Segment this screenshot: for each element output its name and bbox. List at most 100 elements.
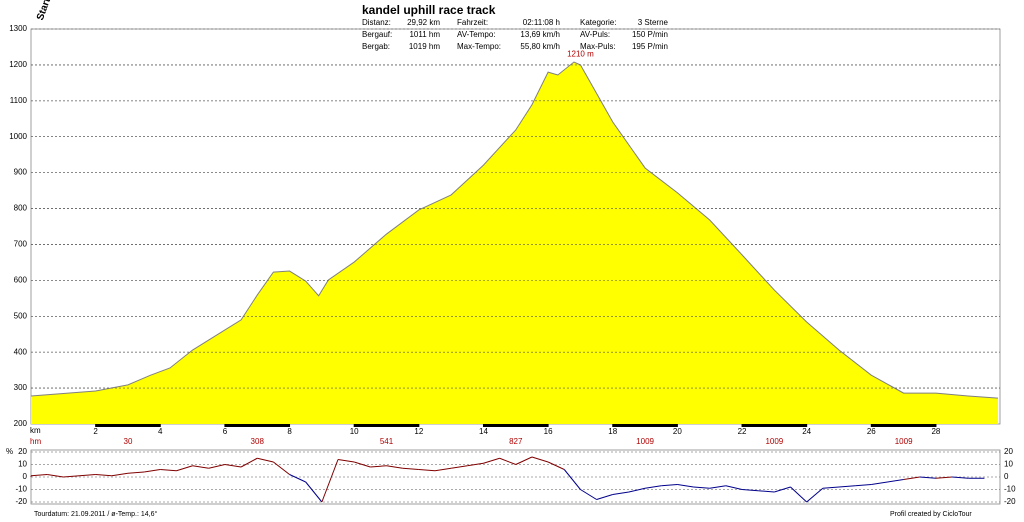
x-tick-label: 22	[738, 427, 747, 436]
gradient-segment	[273, 461, 290, 475]
y-tick-label: 500	[14, 311, 28, 320]
x-tick-label: 20	[673, 427, 682, 436]
gradient-segment	[515, 456, 533, 465]
gradient-tick-left: 20	[18, 447, 27, 456]
gradient-segment	[838, 485, 856, 488]
gradient-segment	[919, 476, 936, 479]
gradient-segment	[305, 481, 323, 503]
gradient-tick-left: -20	[15, 497, 27, 506]
gradient-segment	[596, 494, 613, 500]
gradient-tick-left: 10	[18, 460, 27, 469]
gradient-segment	[95, 474, 112, 477]
x-tick-label: 16	[544, 427, 553, 436]
gradient-segment	[563, 469, 581, 490]
gradient-segment	[758, 490, 775, 493]
gradient-tick-right: -20	[1004, 497, 1016, 506]
gradient-segment	[677, 484, 694, 488]
gradient-segment	[741, 489, 759, 492]
gradient-segment	[855, 484, 872, 487]
y-tick-label: 300	[14, 383, 28, 392]
y-tick-label: 900	[14, 168, 28, 177]
km-bar	[871, 424, 936, 427]
y-tick-label: 200	[14, 419, 28, 428]
gradient-segment	[418, 469, 436, 472]
gradient-segment	[547, 461, 565, 470]
gradient-segment	[531, 456, 549, 463]
gradient-tick-right: 0	[1004, 472, 1009, 481]
y-tick-label: 1000	[9, 132, 27, 141]
chart-title: kandel uphill race track	[362, 3, 496, 17]
hm-value: 30	[124, 437, 133, 446]
gradient-segment	[903, 476, 920, 480]
stat-cell: 1011 hm	[409, 30, 440, 39]
y-tick-label: 1300	[9, 24, 27, 33]
stat-cell: 29,92 km	[407, 18, 440, 27]
x-tick-label: 2	[93, 427, 98, 436]
gradient-segment	[289, 474, 306, 483]
footer-right: Profil created by CicloTour	[890, 511, 972, 518]
gradient-segment	[822, 486, 840, 489]
stat-cell: 02:11:08 h	[523, 18, 560, 27]
hm-value: 541	[380, 437, 394, 446]
gradient-segment	[628, 487, 646, 493]
hm-value: 1009	[895, 437, 913, 446]
x-tick-label: 8	[287, 427, 292, 436]
x-tick-label: 10	[350, 427, 359, 436]
gradient-segment	[30, 474, 48, 477]
gradient-segment	[208, 464, 226, 469]
gradient-segment	[935, 476, 953, 479]
gradient-segment	[47, 474, 64, 478]
x-tick-label: 14	[479, 427, 488, 436]
y-tick-label: 700	[14, 240, 28, 249]
stat-cell: Kategorie:	[580, 18, 616, 27]
gradient-segment	[111, 472, 129, 477]
gradient-segment	[709, 485, 726, 489]
gradient-segment	[337, 459, 355, 463]
gradient-segment	[483, 457, 500, 464]
km-bar	[95, 424, 161, 427]
gradient-segment	[806, 487, 824, 503]
stat-cell: Max-Tempo:	[457, 42, 501, 51]
gradient-segment	[160, 469, 177, 472]
km-bar	[354, 424, 419, 427]
hm-value: 827	[509, 437, 523, 446]
stat-cell: 55,80 km/h	[520, 42, 560, 51]
x-tick-label: 18	[608, 427, 617, 436]
stat-cell: Bergauf:	[362, 30, 392, 39]
footer-left: Tourdatum: 21.09.2011 / ø-Temp.: 14,6°	[34, 510, 157, 518]
gradient-segment	[871, 481, 888, 485]
gradient-segment	[402, 467, 419, 470]
start-label: Start	[35, 0, 53, 22]
y-tick-label: 1200	[9, 60, 27, 69]
x-tick-label: 6	[223, 427, 228, 436]
km-bar	[224, 424, 290, 427]
y-tick-label: 600	[14, 275, 28, 284]
hm-value: 1009	[636, 437, 654, 446]
gradient-segment	[693, 486, 710, 489]
gradient-segment	[127, 471, 145, 474]
gradient-segment	[499, 457, 516, 465]
gradient-segment	[467, 462, 484, 467]
x-tick-label: 12	[414, 427, 423, 436]
gradient-segment	[79, 474, 96, 477]
gradient-segment	[952, 476, 969, 479]
hm-value: 308	[251, 437, 265, 446]
elevation-line	[30, 61, 999, 399]
stat-cell: 1019 hm	[409, 42, 440, 51]
gradient-segment	[774, 486, 791, 493]
stat-cell: AV-Puls:	[580, 30, 610, 39]
stat-cell: 150 P/min	[632, 30, 668, 39]
gradient-segment	[386, 465, 403, 469]
gradient-tick-right: 20	[1004, 447, 1013, 456]
gradient-segment	[661, 484, 678, 487]
stat-cell: 195 P/min	[632, 42, 668, 51]
y-tick-label: 800	[14, 204, 28, 213]
x-tick-label: 24	[802, 427, 811, 436]
gradient-segment	[434, 467, 452, 472]
gradient-tick-right: 10	[1004, 460, 1013, 469]
stat-cell: Distanz:	[362, 18, 391, 27]
km-bar	[612, 424, 678, 427]
gradient-segment	[224, 464, 242, 468]
stat-cell: 13,69 km/h	[520, 30, 560, 39]
hm-label: hm	[30, 437, 41, 446]
